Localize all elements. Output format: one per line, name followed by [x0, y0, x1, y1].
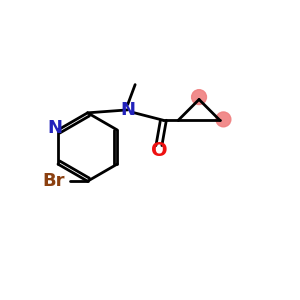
Circle shape — [192, 90, 206, 104]
Circle shape — [216, 112, 231, 127]
Text: O: O — [151, 140, 167, 160]
Text: N: N — [47, 119, 62, 137]
Text: Br: Br — [42, 172, 65, 190]
Text: N: N — [120, 101, 135, 119]
